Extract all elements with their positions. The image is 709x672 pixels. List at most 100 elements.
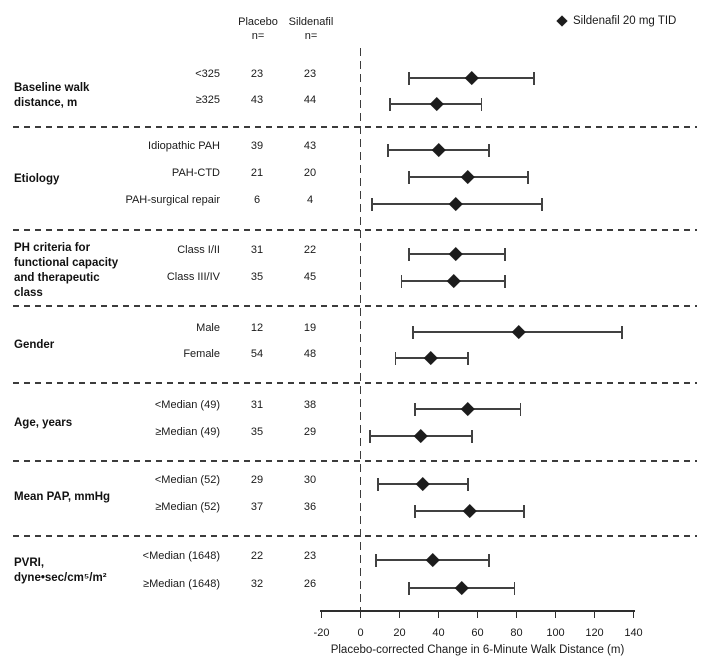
group-label: Age, years: [14, 417, 73, 429]
ci-lower-cap: [408, 170, 411, 184]
group-label: Etiology: [14, 173, 60, 185]
subgroup-label: <Median (52): [154, 474, 220, 486]
group-label: Gender: [14, 339, 55, 351]
axis-tick-label: 140: [624, 627, 643, 639]
sildenafil-n-value: 44: [303, 94, 317, 106]
placebo-n-label: n=: [251, 29, 265, 42]
diamond-icon: [556, 15, 568, 27]
sildenafil-n-value: 26: [303, 578, 317, 590]
placebo-n-value: 54: [250, 348, 264, 360]
ci-upper-cap: [503, 247, 506, 261]
ci-upper-cap: [488, 143, 491, 157]
x-axis-title: Placebo-corrected Change in 6-Minute Wal…: [330, 644, 625, 656]
subgroup-label: ≥325: [195, 94, 220, 106]
subgroup-label: PAH-surgical repair: [125, 194, 220, 206]
placebo-n-value: 31: [250, 399, 264, 411]
axis-tick-label: 0: [357, 627, 364, 639]
diamond-marker: [464, 71, 479, 85]
sildenafil-n-value: 20: [303, 167, 317, 179]
sildenafil-n-value: 38: [303, 399, 317, 411]
axis-tick-label: 100: [546, 627, 565, 639]
sildenafil-column-header: Sildenafil n=: [289, 16, 334, 43]
ci-lower-cap: [388, 97, 391, 111]
ci-lower-cap: [371, 197, 374, 211]
placebo-n-value: 29: [250, 474, 264, 486]
diamond-marker: [449, 197, 463, 211]
axis-tick: [359, 611, 362, 618]
zero-reference-line: [359, 48, 362, 610]
ci-upper-cap: [523, 504, 526, 518]
subgroup-label: Idiopathic PAH: [148, 140, 220, 152]
ci-lower-cap: [408, 247, 411, 261]
axis-tick-label: 20: [393, 627, 406, 639]
placebo-n-value: 6: [253, 194, 261, 206]
dashed-separator-line: [13, 229, 697, 231]
axis-tick: [398, 611, 401, 618]
subgroup-label: PAH-CTD: [171, 167, 220, 179]
axis-tick-label: 40: [432, 627, 445, 639]
diamond-marker: [447, 274, 461, 288]
sildenafil-n-label: n=: [304, 29, 318, 42]
diamond-marker: [425, 553, 440, 567]
diamond-marker: [429, 97, 444, 111]
diamond-marker: [416, 477, 430, 491]
sildenafil-n-value: 23: [303, 550, 317, 562]
ci-upper-cap: [620, 325, 623, 339]
ci-lower-cap: [414, 402, 416, 416]
diamond-marker: [455, 581, 469, 595]
ci-lower-cap: [377, 477, 379, 491]
diamond-marker: [511, 325, 526, 339]
diamond-marker: [449, 247, 463, 261]
sildenafil-n-value: 45: [303, 271, 317, 283]
subgroup-label: <Median (49): [154, 399, 220, 411]
ci-lower-cap: [375, 553, 377, 567]
ci-lower-cap: [408, 581, 411, 595]
x-axis-line: [320, 610, 635, 612]
diamond-marker: [461, 402, 475, 416]
sildenafil-n-value: 19: [303, 322, 317, 334]
subgroup-label: Class III/IV: [166, 271, 220, 283]
dashed-separator-line: [13, 460, 697, 462]
placebo-column-label: Placebo: [238, 16, 278, 28]
subgroup-label: Male: [196, 322, 220, 334]
group-label: PH criteria for functional capacity and …: [14, 242, 119, 299]
axis-tick: [554, 611, 557, 618]
ci-upper-cap: [540, 197, 543, 211]
axis-tick-label: -20: [313, 627, 330, 639]
placebo-n-value: 12: [250, 322, 264, 334]
sildenafil-n-value: 43: [303, 140, 317, 152]
sildenafil-n-value: 36: [303, 501, 317, 513]
subgroup-label: ≥Median (1648): [143, 578, 220, 590]
ci-lower-cap: [394, 351, 397, 365]
sildenafil-n-value: 23: [303, 68, 317, 80]
subgroup-label: <Median (1648): [142, 550, 220, 562]
ci-upper-cap: [533, 71, 535, 85]
diamond-marker: [461, 170, 475, 184]
axis-tick-label: 80: [510, 627, 523, 639]
ci-upper-cap: [466, 477, 469, 491]
axis-tick: [437, 611, 440, 618]
axis-tick: [632, 611, 635, 618]
ci-upper-cap: [466, 351, 469, 365]
ci-lower-cap: [400, 274, 403, 288]
ci-lower-cap: [369, 429, 372, 443]
placebo-n-value: 31: [250, 244, 264, 256]
diamond-marker: [462, 504, 477, 518]
sildenafil-n-value: 30: [303, 474, 317, 486]
placebo-n-value: 39: [250, 140, 264, 152]
axis-tick: [476, 611, 479, 618]
diamond-marker: [423, 351, 438, 365]
legend: Sildenafil 20 mg TID: [556, 15, 677, 27]
ci-upper-cap: [513, 581, 516, 595]
group-label: Baseline walk distance, m: [14, 82, 90, 109]
subgroup-label: <325: [195, 68, 220, 80]
legend-label: Sildenafil 20 mg TID: [573, 15, 677, 27]
axis-tick-label: 120: [585, 627, 604, 639]
diamond-marker: [431, 143, 446, 157]
ci-upper-cap: [488, 553, 491, 567]
sildenafil-n-value: 48: [303, 348, 317, 360]
axis-tick: [320, 611, 323, 618]
subgroup-label: Female: [183, 348, 220, 360]
axis-tick: [515, 611, 518, 618]
